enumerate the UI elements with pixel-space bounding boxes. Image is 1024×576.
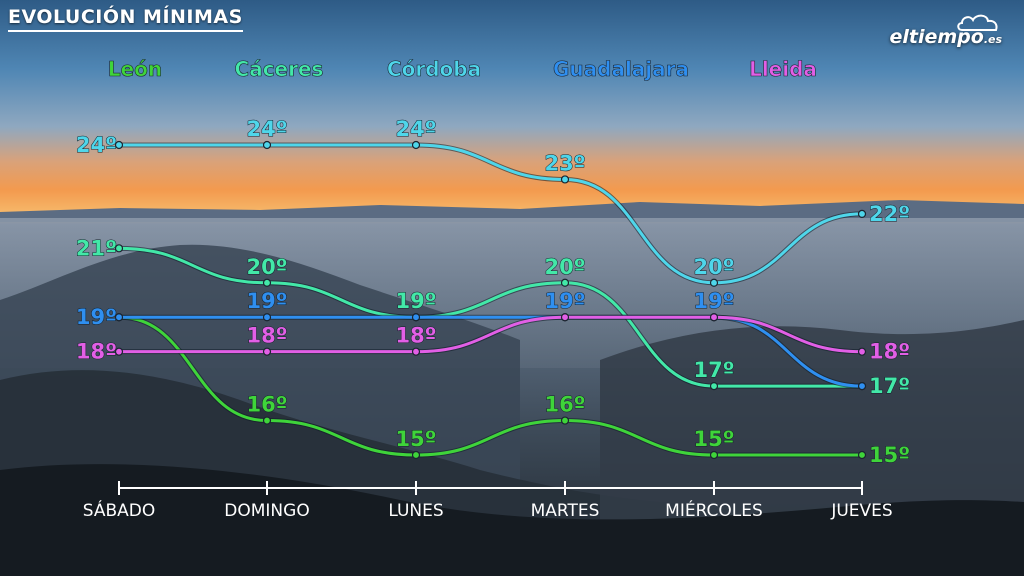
- data-label-cordoba-5: 22º: [869, 202, 910, 226]
- series-line-caceres: [118, 246, 862, 388]
- data-label-caceres-5: 17º: [869, 374, 910, 398]
- data-point-caceres-1: [262, 278, 272, 287]
- data-label-leon-4: 15º: [693, 427, 734, 451]
- data-point-leon-3: [560, 416, 570, 425]
- data-label-caceres-2: 19º: [395, 289, 436, 313]
- x-tick-label-sabado: SÁBADO: [83, 499, 156, 521]
- data-label-lleida-0: 18º: [76, 340, 117, 364]
- series-line-cordoba: [119, 143, 863, 285]
- data-point-guadalajara-0: [114, 313, 124, 322]
- data-label-caceres-3: 20º: [544, 255, 585, 279]
- data-point-lleida-0: [114, 347, 124, 356]
- data-label-caceres-1: 20º: [246, 255, 287, 279]
- data-point-lleida-4: [709, 313, 719, 322]
- x-tick-label-lunes: LUNES: [388, 501, 443, 521]
- page-title: EVOLUCIÓN MÍNIMAS: [8, 6, 243, 32]
- data-point-lleida-5: [857, 347, 867, 356]
- data-label-lleida-1: 18º: [246, 324, 287, 348]
- data-label-cordoba-4: 20º: [693, 255, 734, 279]
- data-label-guadalajara-1: 19º: [246, 289, 287, 313]
- data-label-lleida-5: 18º: [869, 340, 910, 364]
- data-label-cordoba-0: 24º: [76, 133, 117, 157]
- data-point-guadalajara-5: [857, 382, 867, 391]
- data-point-leon-1: [262, 416, 272, 425]
- data-point-guadalajara-2: [411, 313, 421, 322]
- x-tick-label-domingo: DOMINGO: [224, 501, 309, 521]
- x-tick-label-martes: MARTES: [531, 501, 600, 521]
- data-label-lleida-2: 18º: [395, 324, 436, 348]
- series-line-shadow-cordoba: [119, 142, 863, 286]
- chart-legend: León Cáceres Córdoba Guadalajara Lleida: [108, 57, 818, 82]
- data-label-caceres-0: 21º: [76, 236, 117, 260]
- data-point-cordoba-5: [857, 209, 867, 218]
- data-label-leon-5: 15º: [869, 443, 910, 467]
- data-point-cordoba-3: [560, 175, 570, 184]
- series-line-lleida: [119, 315, 863, 354]
- data-point-guadalajara-1: [262, 313, 272, 322]
- x-tick-label-jueves: JUEVES: [830, 501, 892, 521]
- brand-tld: .es: [983, 33, 1002, 46]
- series-line-leon: [118, 315, 862, 457]
- data-point-lleida-1: [262, 347, 272, 356]
- data-point-lleida-3: [560, 313, 570, 322]
- data-label-cordoba-2: 24º: [395, 117, 436, 141]
- data-label-cordoba-3: 23º: [544, 151, 585, 175]
- data-label-cordoba-1: 24º: [246, 117, 287, 141]
- data-label-leon-2: 15º: [395, 427, 436, 451]
- data-label-caceres-4: 17º: [693, 358, 734, 382]
- data-point-cordoba-2: [411, 140, 421, 150]
- data-point-leon-5: [857, 450, 867, 460]
- data-point-caceres-4: [709, 382, 719, 391]
- data-label-leon-1: 16º: [246, 393, 287, 417]
- data-point-leon-4: [709, 450, 719, 460]
- data-label-leon-3: 16º: [544, 393, 585, 417]
- series-layer: [114, 140, 867, 460]
- data-point-lleida-2: [411, 347, 421, 356]
- series-line-guadalajara: [119, 315, 863, 388]
- legend-entry-guadalajara: Guadalajara: [553, 57, 689, 81]
- brand-logo: eltiempo.es: [889, 14, 1002, 48]
- data-point-leon-2: [411, 450, 421, 460]
- data-point-cordoba-1: [262, 140, 272, 150]
- data-point-caceres-0: [114, 244, 124, 253]
- data-point-caceres-3: [560, 278, 570, 287]
- data-point-cordoba-0: [114, 140, 124, 150]
- legend-entry-leon: León: [108, 57, 162, 81]
- data-label-guadalajara-3: 19º: [544, 289, 585, 313]
- data-label-guadalajara-4: 19º: [693, 289, 734, 313]
- data-labels-layer: 24º 24º 24º 23º 20º 22º 21º 20º 19º 20º 17º 17º 19º 1…: [75, 117, 910, 468]
- cloud-icon: [957, 14, 998, 31]
- legend-entry-cordoba: Córdoba: [387, 57, 481, 81]
- x-tick-label-miercoles: MIÉRCOLES: [665, 499, 763, 521]
- x-axis: SÁBADO DOMINGO LUNES MARTES MIÉRCOLES JUEVES: [83, 481, 893, 521]
- legend-entry-caceres: Cáceres: [235, 57, 324, 81]
- legend-entry-lleida: Lleida: [749, 57, 817, 81]
- brand-name: eltiempo: [889, 26, 984, 48]
- data-point-cordoba-4: [709, 278, 719, 287]
- data-label-guadalajara-0: 19º: [76, 305, 117, 329]
